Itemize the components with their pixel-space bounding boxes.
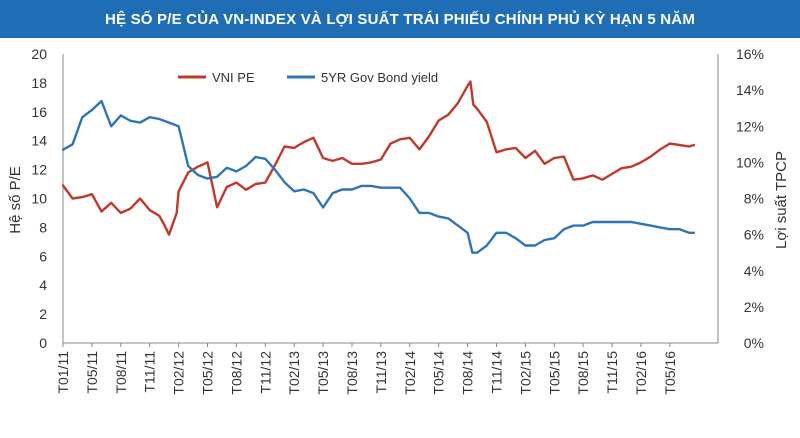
x-tick-label: T05/11 [84,351,100,394]
x-tick-label: T08/12 [228,351,244,395]
y-tick-left: 12 [31,162,47,178]
legend: VNI PE 5YR Gov Bond yield [178,70,438,85]
x-tick-label: T08/14 [460,351,476,395]
x-tick-label: T11/11 [142,351,158,393]
series-line-bond-yield [61,99,696,254]
x-tick-label: T02/15 [517,351,533,395]
x-tick-label: T11/13 [373,351,389,394]
x-tick-label: T11/15 [604,351,620,394]
y-tick-left: 20 [31,46,47,62]
x-tick-label: T08/13 [344,351,360,395]
title-bar: HỆ SỐ P/E CỦA VN-INDEX VÀ LỢI SUẤT TRÁI … [0,0,800,38]
legend-label-vni-pe: VNI PE [212,70,255,85]
series-layer [61,80,696,254]
x-tick-label: T02/14 [402,351,418,395]
x-tick-label: T02/12 [171,351,187,395]
x-tick-label: T11/14 [488,351,504,394]
y-tick-right: 6% [744,227,764,243]
y-tick-left: 18 [31,75,47,91]
y-tick-right: 14% [736,82,764,98]
x-tick-label: T02/16 [633,351,649,395]
x-tick-label: T05/14 [431,351,447,395]
x-tick-label: T05/12 [199,351,215,395]
chart-title: HỆ SỐ P/E CỦA VN-INDEX VÀ LỢI SUẤT TRÁI … [104,10,696,28]
y-axis-title-left: Hệ số P/E [7,166,24,234]
y-tick-left: 6 [39,248,47,264]
left-axis-ticks: 0 2 4 6 8 10 12 14 16 18 20 [31,46,47,351]
y-tick-right: 4% [744,263,764,279]
y-tick-left: 0 [39,335,47,351]
x-tick-label: T05/13 [315,351,331,395]
y-tick-left: 8 [39,219,47,235]
y-tick-left: 4 [39,277,47,293]
y-tick-right: 0% [744,335,764,351]
axes-layer [62,54,719,344]
y-tick-right: 8% [744,191,764,207]
y-tick-left: 2 [39,306,47,322]
y-tick-left: 16 [31,104,47,120]
y-tick-right: 2% [744,299,764,315]
x-tick-label: T11/12 [257,351,273,394]
x-tick-label: T05/16 [662,351,678,395]
right-axis-ticks: 0% 2% 4% 6% 8% 10% 12% 14% 16% [736,46,764,351]
series-line-vni-pe [61,80,696,236]
y-tick-right: 12% [736,118,764,134]
y-tick-left: 10 [31,191,47,207]
y-axis-title-right: Lợi suất TPCP [773,151,790,249]
x-tick-label: T02/13 [286,351,302,395]
x-tick-label: T01/11 [55,351,71,394]
x-tick-label: T05/15 [546,351,562,395]
x-tick-label: T08/15 [575,351,591,395]
y-tick-right: 10% [736,154,764,170]
x-axis-ticks: T01/11 T05/11 T08/11 T11/11 T02/12 T05/12 T08/… [55,343,678,395]
y-tick-left: 14 [31,133,47,149]
y-tick-right: 16% [736,46,764,62]
x-tick-label: T08/11 [113,351,129,394]
legend-label-bond-yield: 5YR Gov Bond yield [321,70,438,85]
